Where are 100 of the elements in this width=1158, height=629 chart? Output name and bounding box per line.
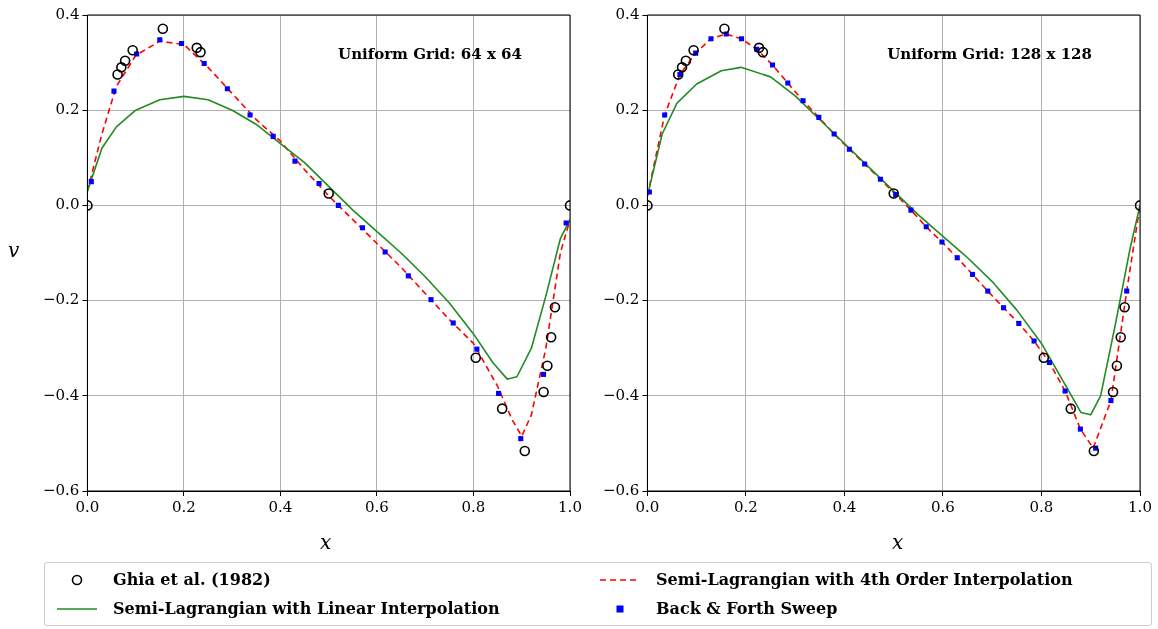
point [157, 37, 163, 43]
point [119, 55, 131, 66]
point [88, 179, 94, 185]
x-tick-label: 0.0 [635, 497, 660, 516]
point [1016, 320, 1022, 326]
point [112, 69, 123, 80]
point [1088, 445, 1100, 457]
y-tick-label: −0.6 [602, 480, 640, 499]
point [1111, 360, 1123, 372]
y-tick-label: 0.2 [55, 100, 80, 119]
y-tick-label: −0.6 [42, 480, 80, 499]
point [545, 331, 557, 343]
point [563, 220, 569, 226]
point [676, 62, 688, 73]
point [474, 346, 480, 352]
point [540, 371, 546, 377]
point [1107, 386, 1119, 398]
x-tick-label: 0.8 [1029, 497, 1054, 516]
point [496, 390, 502, 396]
point [292, 158, 298, 164]
point [954, 255, 960, 261]
point [816, 114, 822, 120]
point [680, 55, 692, 66]
point [1119, 301, 1130, 313]
point [862, 161, 868, 167]
y-tick-label: −0.2 [602, 290, 640, 309]
point [335, 202, 341, 208]
x-tick-label: 0.4 [832, 497, 857, 516]
point [908, 207, 914, 213]
point [1001, 305, 1007, 311]
x-tick-label: 0.6 [365, 497, 389, 516]
y-axis-title: v [8, 238, 20, 262]
x-tick-label: 1.0 [1128, 497, 1152, 516]
point [359, 225, 366, 231]
point [405, 273, 411, 279]
point [470, 352, 482, 364]
point [116, 62, 127, 73]
x-axis-title: x [320, 530, 332, 554]
x-tick-label: 1.0 [558, 497, 582, 516]
point [1038, 352, 1050, 364]
point [1031, 338, 1037, 344]
point [757, 46, 769, 58]
point [316, 180, 322, 187]
y-tick-label: 0.0 [615, 195, 640, 214]
point [382, 249, 388, 255]
point [157, 23, 169, 35]
point [753, 42, 765, 54]
point [888, 188, 900, 199]
point [846, 146, 852, 152]
point [800, 98, 806, 104]
annotation: Uniform Grid: 64 x 64 [338, 44, 522, 63]
x-axis-title: x [892, 530, 904, 554]
point [1077, 426, 1083, 432]
point [662, 112, 668, 118]
point [877, 176, 883, 182]
point [672, 69, 684, 80]
point [323, 188, 335, 199]
point [923, 224, 929, 230]
point [688, 44, 699, 56]
point [178, 41, 185, 47]
point [1108, 398, 1114, 404]
x-tick-label: 0.2 [172, 497, 196, 516]
x-tick-label: 0.8 [461, 497, 486, 516]
point [985, 288, 991, 294]
point [769, 62, 776, 68]
point [519, 445, 531, 457]
point [201, 61, 207, 67]
point [1124, 288, 1130, 294]
point [538, 386, 549, 398]
point [785, 80, 791, 86]
x-tick-label: 0.0 [75, 497, 100, 516]
y-tick-label: 0.0 [55, 195, 80, 214]
point [270, 133, 276, 139]
point [428, 297, 434, 303]
point [1115, 331, 1127, 343]
annotation: Uniform Grid: 128 x 128 [887, 44, 1092, 63]
point [496, 403, 508, 414]
y-tick-label: 0.4 [55, 4, 80, 23]
point [247, 112, 253, 118]
y-tick-label: 0.4 [615, 4, 640, 23]
point [969, 271, 976, 277]
point [831, 131, 837, 137]
legend-label: Back & Forth Sweep [656, 599, 838, 618]
legend-label: Semi-Lagrangian with 4th Order Interpolation [656, 570, 1073, 589]
point [738, 36, 745, 42]
point [1065, 403, 1077, 414]
y-tick-label: −0.2 [42, 290, 80, 309]
x-tick-label: 0.4 [268, 497, 293, 516]
legend-label: Semi-Lagrangian with Linear Interpolation [113, 599, 500, 618]
legend-label: Ghia et al. (1982) [113, 570, 271, 589]
point [1046, 359, 1052, 366]
point [450, 320, 456, 326]
point [719, 23, 730, 35]
y-tick-label: 0.2 [615, 100, 640, 119]
y-tick-label: −0.4 [602, 385, 640, 404]
point [549, 301, 561, 313]
point [518, 436, 524, 442]
point [939, 239, 945, 245]
x-tick-label: 0.6 [931, 497, 955, 516]
point [224, 86, 230, 92]
